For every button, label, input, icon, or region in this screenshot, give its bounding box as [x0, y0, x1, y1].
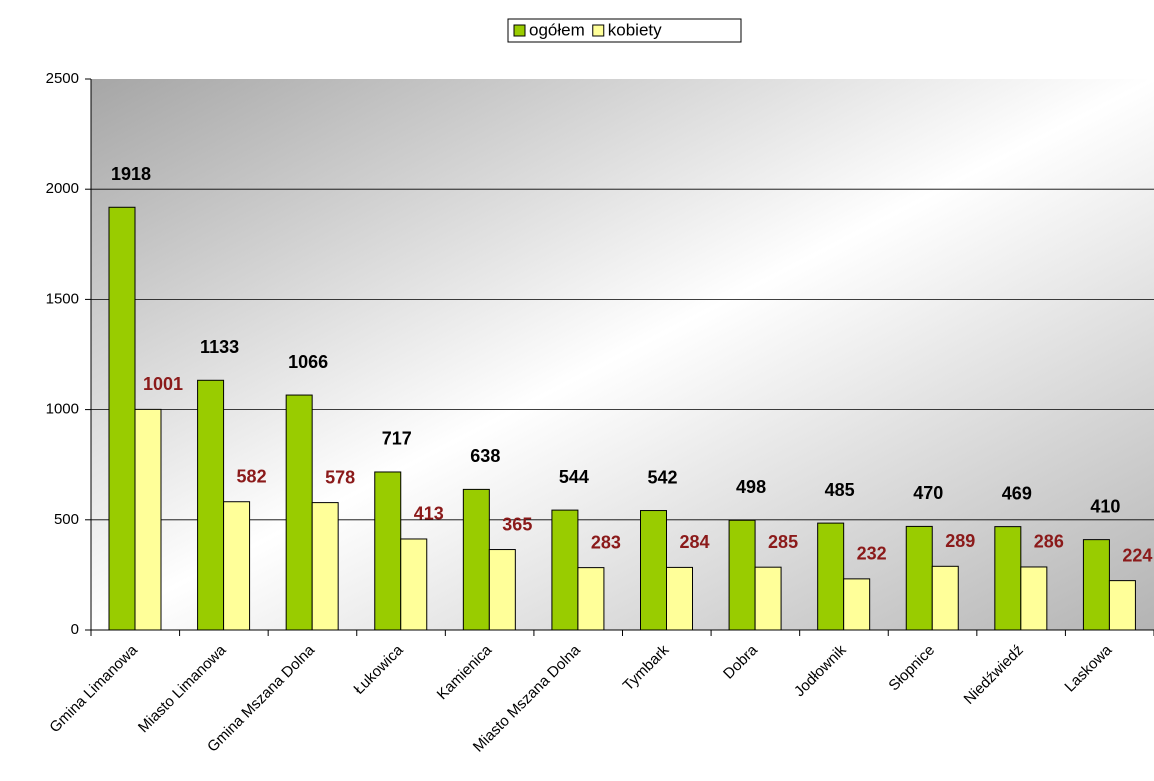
bar — [134, 408, 162, 631]
x-tick-label: Słopnice — [885, 642, 938, 695]
bar — [994, 526, 1022, 631]
data-label: 286 — [1034, 532, 1064, 552]
bar — [223, 501, 251, 631]
legend-label: kobiety — [608, 20, 662, 39]
bar — [108, 206, 136, 631]
bar — [640, 510, 667, 631]
data-label: 485 — [825, 480, 855, 500]
data-label: 1133 — [200, 337, 239, 357]
x-tick-label: Miasto Limanowa — [135, 641, 230, 736]
data-label: 289 — [945, 531, 975, 551]
bar — [817, 522, 845, 631]
x-tick-label: Gmina Limanowa — [46, 641, 141, 736]
x-tick-label: Jodłownik — [791, 641, 850, 700]
y-tick-label: 1500 — [46, 290, 79, 307]
bar — [843, 578, 871, 631]
bar — [197, 379, 225, 631]
data-label: 498 — [736, 477, 766, 497]
bar — [754, 566, 782, 631]
y-tick-label: 1000 — [46, 401, 79, 418]
data-label: 283 — [591, 532, 621, 552]
bar — [311, 502, 339, 631]
bar — [1108, 580, 1136, 631]
data-label: 470 — [913, 483, 943, 503]
x-tick-label: Tymbark — [620, 641, 673, 694]
x-tick-label: Laskowa — [1061, 641, 1115, 695]
bar — [462, 488, 490, 631]
bar — [728, 519, 756, 631]
x-tick-label: Kamienica — [434, 641, 496, 703]
data-label: 469 — [1002, 483, 1032, 503]
legend-swatch — [513, 24, 526, 37]
data-label: 232 — [857, 544, 887, 564]
x-tick-label: Dobra — [720, 641, 761, 682]
bar — [551, 509, 579, 631]
data-label: 224 — [1122, 545, 1152, 565]
y-tick-label: 2500 — [46, 70, 79, 87]
data-label: 582 — [237, 466, 267, 486]
bar — [666, 566, 693, 631]
data-label: 365 — [502, 514, 532, 534]
legend — [507, 18, 742, 43]
data-label: 578 — [325, 467, 355, 487]
bar — [400, 538, 428, 631]
data-label: 284 — [679, 532, 709, 552]
data-label: 717 — [382, 429, 412, 449]
bar — [1020, 566, 1048, 631]
data-label: 544 — [559, 467, 589, 487]
data-label: 1918 — [111, 164, 151, 184]
bar — [374, 471, 402, 631]
bar — [931, 565, 959, 631]
y-tick-label: 2000 — [46, 180, 79, 197]
legend-label: ogółem — [529, 20, 585, 39]
plot-area — [91, 79, 1154, 630]
data-label: 638 — [470, 446, 500, 466]
bar — [905, 525, 933, 631]
bar — [488, 549, 516, 631]
y-tick-label: 500 — [54, 511, 79, 528]
data-label: 542 — [647, 467, 677, 487]
data-label: 413 — [414, 504, 444, 524]
bar — [577, 567, 605, 631]
x-tick-label: Łukowica — [350, 641, 407, 698]
x-tick-label: Niedźwiedź — [961, 642, 1027, 708]
bar — [1082, 539, 1110, 631]
legend-swatch — [592, 24, 605, 37]
data-label: 1066 — [288, 352, 328, 372]
y-tick-label: 0 — [71, 621, 79, 638]
data-label: 410 — [1090, 496, 1120, 516]
bar — [285, 394, 313, 631]
data-label: 285 — [768, 532, 798, 552]
data-label: 1001 — [143, 374, 183, 394]
